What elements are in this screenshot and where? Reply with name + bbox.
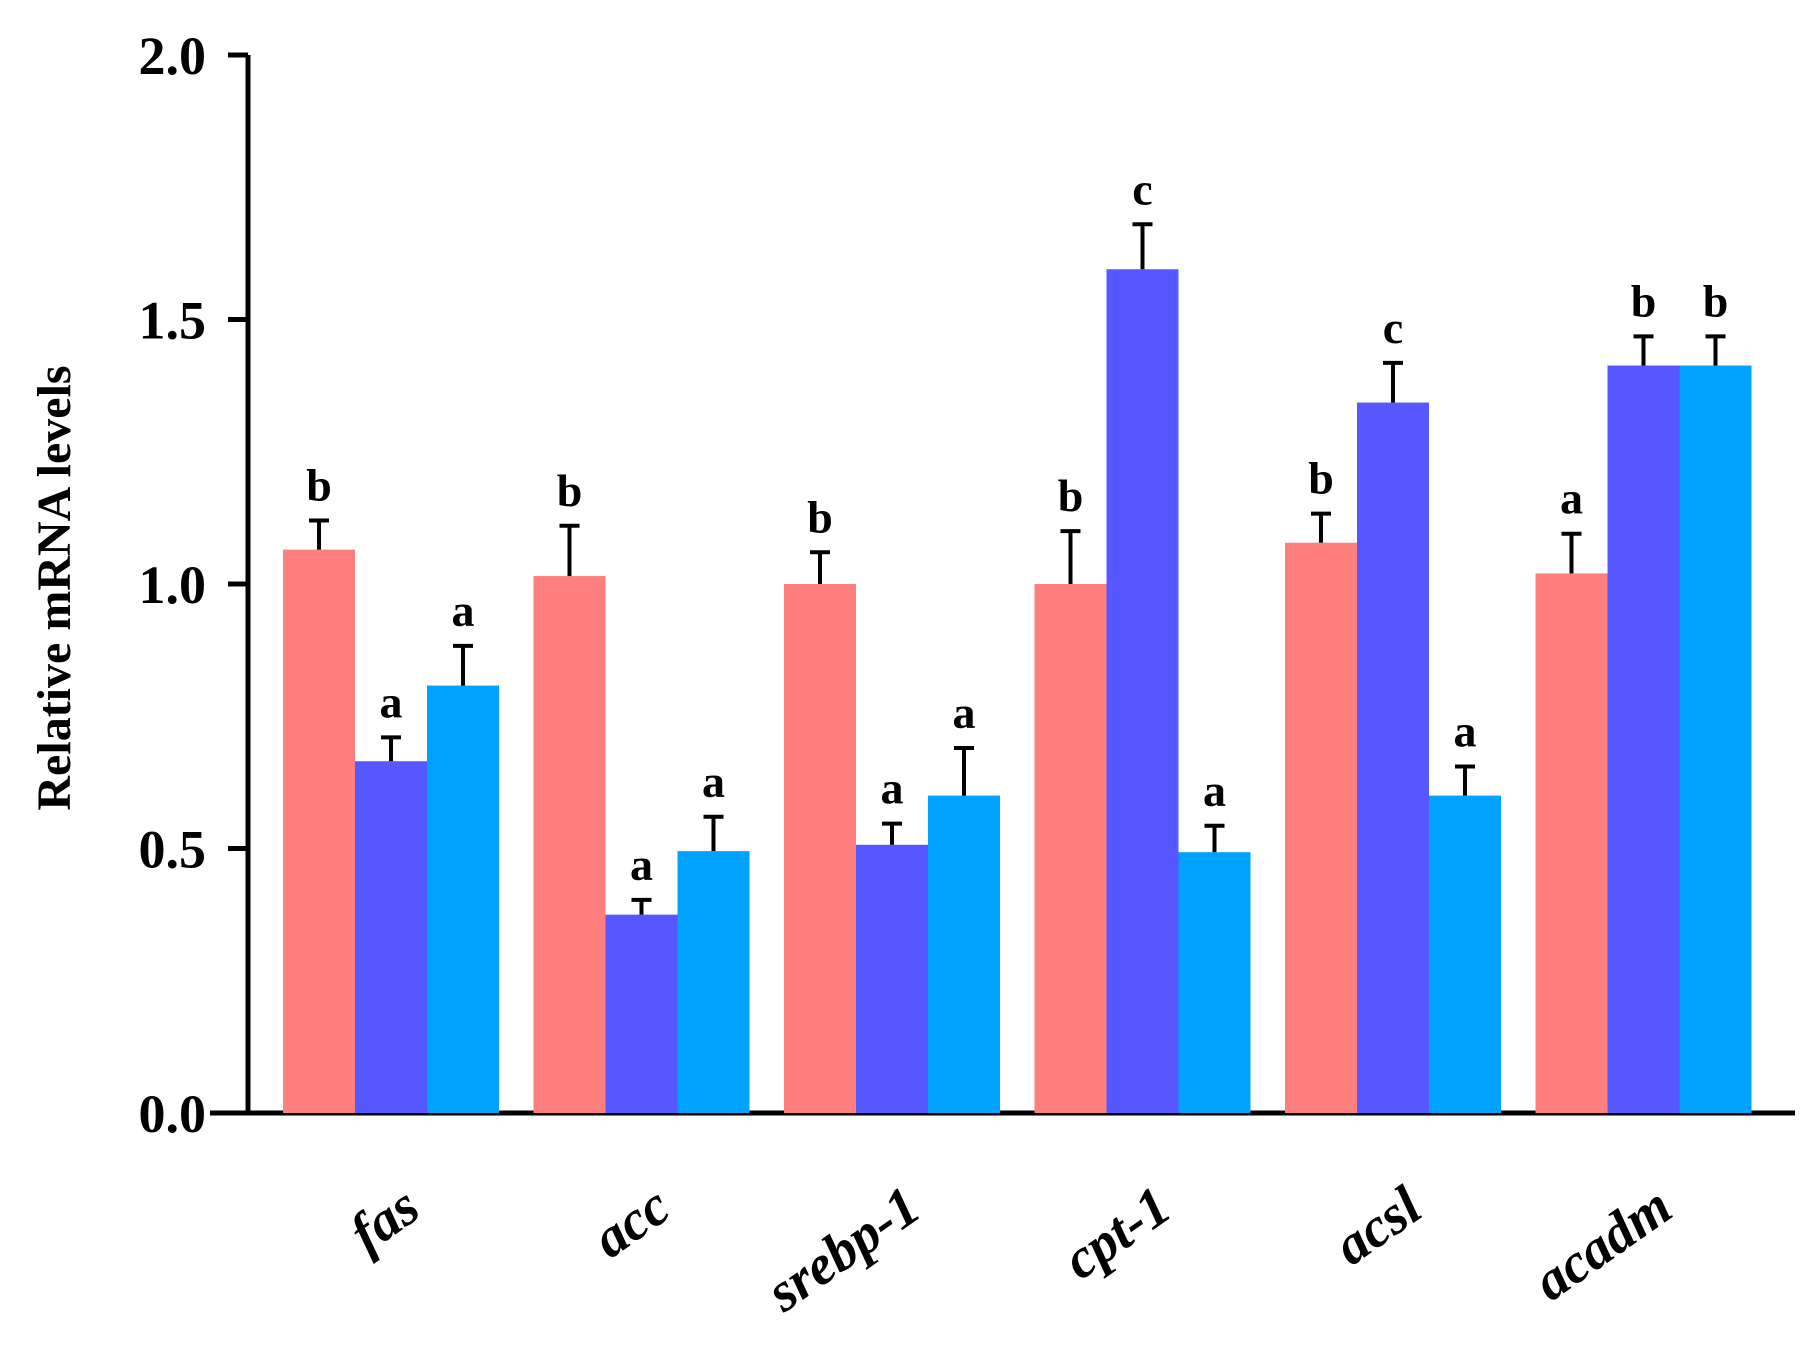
significance-label: a (380, 676, 403, 727)
significance-label: c (1132, 163, 1152, 214)
y-tick-label: 0.0 (139, 1084, 207, 1144)
bar (1429, 795, 1501, 1113)
category-label: cpt-1 (1052, 1175, 1182, 1292)
bar (856, 844, 928, 1113)
bar (1535, 573, 1608, 1113)
bar (1679, 365, 1752, 1113)
y-axis-label: Relative mRNA levels (28, 365, 81, 810)
category-label: acadm (1523, 1175, 1683, 1313)
bar (605, 914, 678, 1113)
bar (1285, 542, 1357, 1113)
category-label: acsl (1323, 1175, 1433, 1278)
significance-label: a (702, 756, 725, 807)
significance-label: c (1383, 302, 1403, 353)
bar (427, 685, 499, 1113)
bar (928, 795, 1000, 1113)
significance-label: a (1560, 473, 1583, 524)
category-label: acc (582, 1175, 681, 1270)
y-tick-label: 2.0 (139, 26, 207, 86)
significance-label: b (1631, 275, 1657, 326)
significance-label: a (1454, 706, 1477, 757)
bar (1178, 852, 1251, 1113)
bar (355, 761, 427, 1113)
category-labels: fas acc srebp-1 cpt-1 acsl acadm (339, 1175, 1683, 1325)
significance-label: b (1058, 470, 1084, 521)
bar (533, 576, 606, 1113)
bar (283, 549, 355, 1113)
bar (1106, 269, 1179, 1113)
bar (1034, 584, 1107, 1113)
y-ticks: 0.0 0.5 1.0 1.5 2.0 (139, 26, 248, 1144)
significance-label: b (1703, 275, 1729, 326)
category-label: fas (339, 1175, 431, 1265)
bar (1607, 365, 1680, 1113)
significance-label: a (452, 585, 475, 636)
significance-label: b (807, 491, 833, 542)
category-label: srebp-1 (755, 1175, 932, 1324)
significance-label: a (1203, 765, 1226, 816)
bar (784, 584, 856, 1113)
y-tick-label: 1.5 (139, 291, 207, 351)
bar (1357, 402, 1429, 1114)
significance-label: b (306, 460, 332, 511)
significance-label: b (1308, 453, 1334, 504)
significance-label: a (953, 687, 976, 738)
significance-label: a (881, 763, 904, 814)
significance-label: a (630, 839, 653, 890)
bar (677, 851, 750, 1113)
y-tick-label: 0.5 (139, 820, 207, 880)
y-tick-label: 1.0 (139, 555, 207, 615)
significance-label: b (557, 465, 583, 516)
